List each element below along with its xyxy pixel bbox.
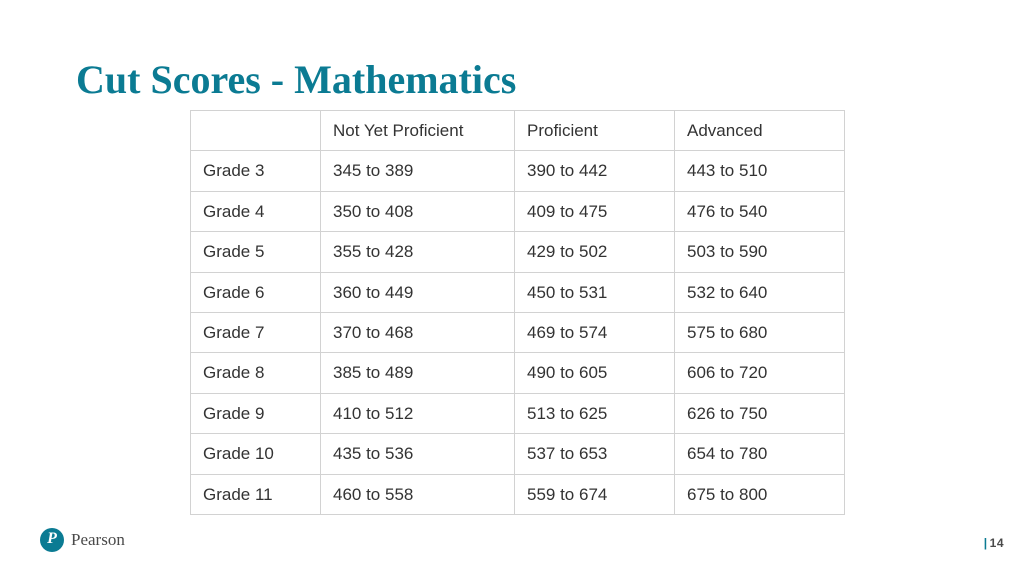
brand-logo: P Pearson — [40, 528, 125, 552]
table-row: Grade 3 345 to 389 390 to 442 443 to 510 — [191, 151, 845, 191]
cell: 654 to 780 — [675, 434, 845, 474]
table-row: Grade 11 460 to 558 559 to 674 675 to 80… — [191, 474, 845, 514]
cut-scores-table: Not Yet Proficient Proficient Advanced G… — [190, 110, 845, 515]
table-header-row: Not Yet Proficient Proficient Advanced — [191, 111, 845, 151]
cell: 385 to 489 — [321, 353, 515, 393]
page-title: Cut Scores - Mathematics — [76, 56, 516, 103]
cell: 355 to 428 — [321, 232, 515, 272]
table-row: Grade 10 435 to 536 537 to 653 654 to 78… — [191, 434, 845, 474]
table-row: Grade 6 360 to 449 450 to 531 532 to 640 — [191, 272, 845, 312]
cell: 409 to 475 — [515, 191, 675, 231]
row-label: Grade 8 — [191, 353, 321, 393]
cell: 450 to 531 — [515, 272, 675, 312]
page-number: |14 — [984, 536, 1004, 550]
cell: 410 to 512 — [321, 393, 515, 433]
brand-logo-letter: P — [47, 530, 57, 548]
col-header-advanced: Advanced — [675, 111, 845, 151]
table-body: Grade 3 345 to 389 390 to 442 443 to 510… — [191, 151, 845, 515]
slide: Cut Scores - Mathematics Not Yet Profici… — [0, 0, 1024, 576]
cell: 460 to 558 — [321, 474, 515, 514]
row-label: Grade 4 — [191, 191, 321, 231]
row-label: Grade 10 — [191, 434, 321, 474]
page-number-bar-icon: | — [984, 536, 988, 550]
cell: 537 to 653 — [515, 434, 675, 474]
row-label: Grade 5 — [191, 232, 321, 272]
cell: 532 to 640 — [675, 272, 845, 312]
table-row: Grade 8 385 to 489 490 to 605 606 to 720 — [191, 353, 845, 393]
table-row: Grade 7 370 to 468 469 to 574 575 to 680 — [191, 312, 845, 352]
row-label: Grade 7 — [191, 312, 321, 352]
cell: 513 to 625 — [515, 393, 675, 433]
row-label: Grade 3 — [191, 151, 321, 191]
row-label: Grade 9 — [191, 393, 321, 433]
cell: 360 to 449 — [321, 272, 515, 312]
cell: 390 to 442 — [515, 151, 675, 191]
brand-wordmark: Pearson — [71, 530, 125, 550]
cell: 675 to 800 — [675, 474, 845, 514]
cell: 626 to 750 — [675, 393, 845, 433]
col-header-not-yet-proficient: Not Yet Proficient — [321, 111, 515, 151]
cell: 350 to 408 — [321, 191, 515, 231]
page-number-value: 14 — [990, 536, 1004, 550]
table-row: Grade 9 410 to 512 513 to 625 626 to 750 — [191, 393, 845, 433]
table-row: Grade 4 350 to 408 409 to 475 476 to 540 — [191, 191, 845, 231]
table-row: Grade 5 355 to 428 429 to 502 503 to 590 — [191, 232, 845, 272]
cell: 435 to 536 — [321, 434, 515, 474]
cell: 490 to 605 — [515, 353, 675, 393]
cut-scores-table-wrap: Not Yet Proficient Proficient Advanced G… — [190, 110, 844, 515]
cell: 606 to 720 — [675, 353, 845, 393]
row-label: Grade 11 — [191, 474, 321, 514]
cell: 503 to 590 — [675, 232, 845, 272]
cell: 575 to 680 — [675, 312, 845, 352]
col-header-blank — [191, 111, 321, 151]
cell: 476 to 540 — [675, 191, 845, 231]
col-header-proficient: Proficient — [515, 111, 675, 151]
brand-logo-mark-icon: P — [40, 528, 64, 552]
cell: 429 to 502 — [515, 232, 675, 272]
cell: 370 to 468 — [321, 312, 515, 352]
cell: 559 to 674 — [515, 474, 675, 514]
cell: 469 to 574 — [515, 312, 675, 352]
row-label: Grade 6 — [191, 272, 321, 312]
cell: 345 to 389 — [321, 151, 515, 191]
cell: 443 to 510 — [675, 151, 845, 191]
